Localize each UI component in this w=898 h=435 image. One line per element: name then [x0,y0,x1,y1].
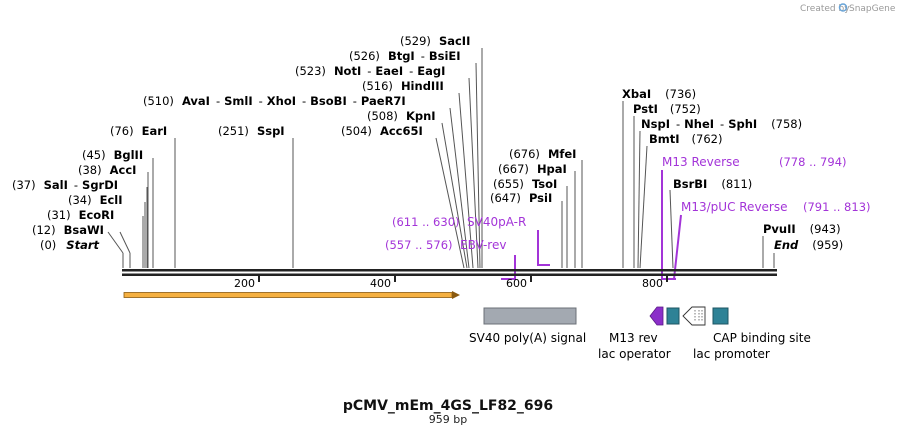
enzyme-mfei: (676) MfeI [509,147,576,161]
enzyme-avai-group: (510) AvaI - SmlI - XhoI - BsoBI - PaeR7I [143,94,406,108]
enzyme-ecori: (31) EcoRI [47,208,114,222]
enzyme-eari: (76) EarI [110,124,167,138]
axis-ticks [258,276,668,282]
feature-lac-promoter-arrow[interactable] [682,306,706,326]
credit-app: SnapGene [849,4,896,14]
enzyme-hindiii: (516) HindIII [362,79,444,93]
feature-m13-rev-arrow[interactable] [649,306,664,326]
enzyme-hpai: (667) HpaI [498,162,567,176]
orf-arrow[interactable] [123,291,460,299]
enzyme-noti-group: (523) NotI - EaeI - EagI [295,64,445,78]
enzyme-sali-sgrdi: (37) SalI - SgrDI [12,178,118,192]
primer-markers [501,170,682,280]
enzyme-pvuii: PvuII (943) [763,222,841,236]
enzyme-sspi: (251) SspI [218,124,285,138]
credit-created-by: Created by [800,4,850,14]
feature-sv40-polya[interactable] [483,307,577,325]
feature-sv40-polya-label: SV40 poly(A) signal [469,331,586,345]
feature-cap-binding-site[interactable] [712,307,729,325]
feature-lac-operator-label: lac operator [598,347,671,361]
feature-cap-binding-site-label: CAP binding site [713,331,811,345]
primer-m13-reverse-label: M13 Reverse [662,155,740,169]
primer-sv40pa-r-range: (611 .. 630) [392,215,460,229]
enzyme-bsawi: (12) BsaWI [32,223,104,237]
feature-lac-promoter-label: lac promoter [693,347,770,361]
enzyme-kpni: (508) KpnI [367,109,436,123]
sequence-backbone-top [122,269,777,272]
enzyme-sacii: (529) SacII [400,34,470,48]
tick-label-400: 400 [370,277,391,290]
enzyme-btgi-bsiei: (526) BtgI - BsiEI [349,49,461,63]
primer-ebv-rev-range: (557 .. 576) [385,238,453,252]
enzyme-bsrbi: BsrBI (811) [673,177,752,191]
enzyme-psii: (647) PsiI [490,191,552,205]
enzyme-bglii: (45) BglII [82,148,143,162]
primer-ebv-rev-mark [501,255,516,280]
enzyme-ecli: (34) EclI [68,193,123,207]
enzyme-tsoi: (655) TsoI [493,177,557,191]
enzyme-xbai: XbaI (736) [622,87,696,101]
tick-label-600: 600 [506,277,527,290]
primer-m13-puc-reverse-range: (791 .. 813) [803,200,871,214]
tick-label-200: 200 [234,277,255,290]
enzyme-acci: (38) AccI [78,163,136,177]
feature-lac-operator[interactable] [666,307,680,325]
primer-m13-reverse-range: (778 .. 794) [779,155,847,169]
primer-sv40pa-r-mark [537,230,550,266]
primer-m13-puc-reverse-label: M13/pUC Reverse [681,200,788,214]
primer-ebv-rev-label: EBV-rev [460,238,506,252]
snapgene-logo-icon [838,3,848,12]
plasmid-length: 959 bp [429,413,467,426]
tick-label-800: 800 [642,277,663,290]
plasmid-title: pCMV_mEm_4GS_LF82_696 [343,398,553,414]
enzyme-end: End (959) [774,238,843,252]
feature-m13-rev-label: M13 rev [609,331,658,345]
enzyme-start: (0) Start [40,238,100,252]
primer-sv40pa-r-label: SV40pA-R [467,215,526,229]
sequence-backbone-bottom [122,273,777,276]
enzyme-psti: PstI (752) [633,102,701,116]
enzyme-nspi-group: NspI - NheI - SphI (758) [641,117,802,131]
cut-site-lines [107,48,775,269]
enzyme-acc65i: (504) Acc65I [341,124,423,138]
enzyme-bmti: BmtI (762) [649,132,722,146]
